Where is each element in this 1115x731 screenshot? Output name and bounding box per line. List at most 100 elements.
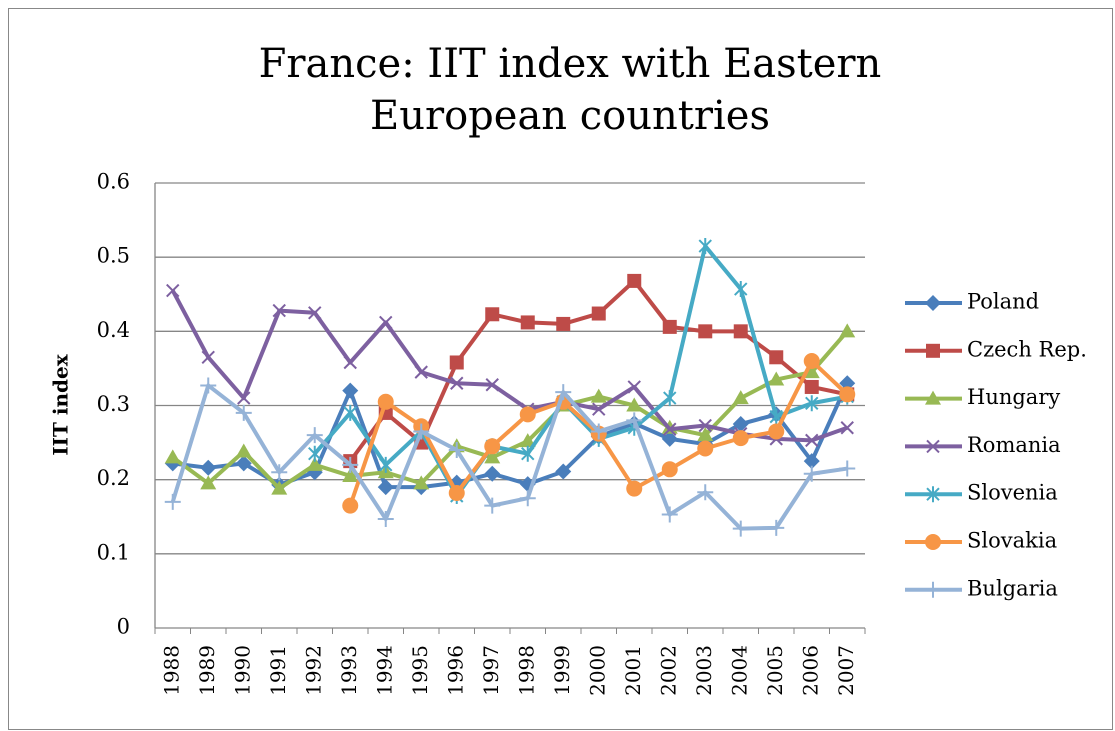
marker — [698, 238, 712, 255]
x-tick-label: 1988 — [159, 645, 183, 696]
marker — [925, 581, 941, 598]
marker — [343, 355, 357, 370]
chart-frame — [8, 8, 1113, 730]
marker — [663, 390, 677, 407]
marker — [732, 416, 749, 433]
x-tick-label: 1991 — [266, 645, 290, 696]
marker — [839, 323, 856, 338]
marker — [342, 497, 359, 514]
x-tick-label: 1994 — [372, 645, 396, 696]
marker — [484, 497, 501, 514]
marker — [803, 453, 820, 470]
marker — [592, 402, 606, 416]
marker — [519, 433, 536, 448]
chart-title: France: IIT index with Eastern European … — [258, 41, 882, 139]
y-axis-label: IIT index — [49, 353, 73, 455]
x-tick-label: 2003 — [692, 645, 716, 696]
marker — [698, 324, 713, 339]
series-line — [170, 383, 848, 531]
marker — [449, 355, 464, 370]
legend-label: Hungary — [967, 385, 1060, 409]
marker — [306, 456, 323, 471]
marker — [201, 350, 215, 364]
marker — [342, 456, 359, 473]
x-tick-label: 1999 — [550, 645, 574, 696]
marker — [732, 520, 749, 537]
marker — [237, 391, 251, 405]
marker — [200, 459, 217, 476]
legend-label: Slovenia — [967, 481, 1058, 505]
y-tick-label: 0 — [117, 615, 130, 639]
marker — [200, 475, 217, 490]
x-tick-label: 1997 — [479, 645, 503, 696]
marker — [925, 534, 941, 550]
marker — [926, 439, 940, 454]
marker — [805, 433, 819, 448]
marker — [377, 393, 394, 410]
marker — [803, 364, 820, 379]
marker — [166, 283, 180, 298]
legend-label: Bulgaria — [967, 576, 1058, 600]
x-tick-label: 2000 — [585, 645, 609, 696]
marker — [926, 343, 940, 358]
marker — [769, 350, 784, 365]
y-tick-label: 0.5 — [97, 244, 130, 268]
marker — [839, 460, 856, 477]
marker — [925, 390, 941, 405]
marker — [663, 422, 677, 436]
marker — [803, 353, 820, 369]
x-tick-label: 2005 — [763, 645, 787, 696]
marker — [662, 319, 677, 334]
marker — [926, 486, 940, 503]
x-tick-label: 1993 — [337, 645, 361, 696]
marker — [379, 456, 393, 473]
y-tick-label: 0.4 — [97, 318, 130, 342]
marker — [626, 480, 643, 497]
y-tick-label: 0.1 — [97, 540, 130, 564]
marker — [805, 395, 819, 412]
marker — [484, 465, 501, 482]
marker — [768, 371, 785, 386]
legend-label: Romania — [967, 433, 1061, 457]
marker — [379, 315, 393, 330]
x-tick-label: 1989 — [195, 645, 219, 696]
marker — [343, 404, 357, 421]
marker — [803, 465, 820, 482]
marker — [308, 445, 322, 462]
x-tick-label: 1996 — [443, 645, 467, 696]
marker — [235, 443, 252, 458]
marker — [627, 380, 641, 394]
marker — [306, 427, 323, 444]
marker — [485, 307, 500, 322]
marker — [235, 404, 252, 421]
marker — [520, 315, 535, 330]
series-line — [170, 289, 848, 443]
marker — [235, 455, 252, 472]
marker — [697, 440, 714, 457]
marker — [413, 475, 430, 490]
marker — [377, 510, 394, 527]
marker — [768, 519, 785, 536]
x-tick-label: 1992 — [301, 645, 325, 696]
marker — [697, 427, 714, 442]
marker — [200, 377, 217, 394]
marker — [661, 430, 678, 447]
marker — [698, 418, 712, 433]
marker — [271, 480, 288, 495]
y-tick-label: 0.2 — [97, 466, 130, 490]
marker — [271, 464, 288, 481]
marker — [733, 324, 748, 339]
marker — [732, 430, 749, 447]
x-tick-label: 1998 — [514, 645, 538, 696]
marker — [732, 390, 749, 405]
x-tick-label: 2001 — [621, 645, 645, 696]
marker — [556, 316, 571, 331]
x-tick-label: 2002 — [656, 645, 680, 696]
marker — [697, 484, 714, 501]
marker — [484, 438, 501, 455]
marker — [164, 449, 181, 464]
legend-label: Czech Rep. — [967, 337, 1087, 361]
legend-label: Poland — [967, 290, 1039, 314]
